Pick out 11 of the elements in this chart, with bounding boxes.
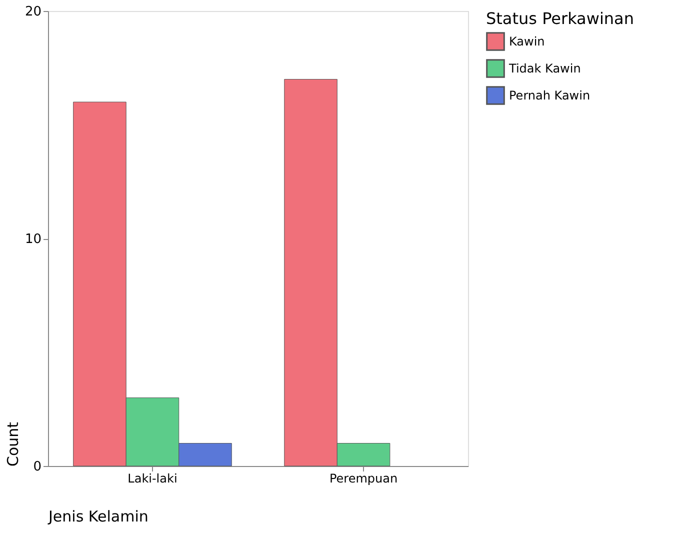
legend-label: Tidak Kawin <box>508 62 581 76</box>
y-tick-label: 20 <box>24 4 42 20</box>
y-tick-label: 10 <box>24 232 42 247</box>
x-tick-label: Laki-laki <box>128 472 178 486</box>
x-axis-title: Jenis Kelamin <box>48 508 148 526</box>
y-tick-label: 0 <box>33 460 42 474</box>
legend-title: Status Perkawinan <box>486 9 634 28</box>
legend-label: Pernah Kawin <box>509 88 590 102</box>
legend-label: Kawin <box>509 34 545 48</box>
x-tick-label: Perempuan <box>329 472 398 486</box>
y-axis-title: Count <box>4 422 22 466</box>
